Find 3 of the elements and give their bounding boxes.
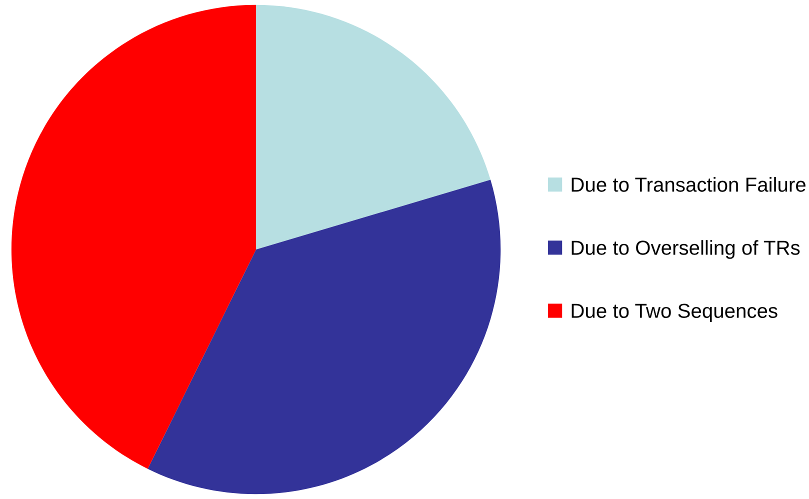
legend-label: Due to Transaction Failure bbox=[572, 177, 806, 192]
legend-label: Due to Overselling of TRs bbox=[572, 240, 800, 259]
legend-label: Due to Two Sequences bbox=[572, 304, 778, 322]
